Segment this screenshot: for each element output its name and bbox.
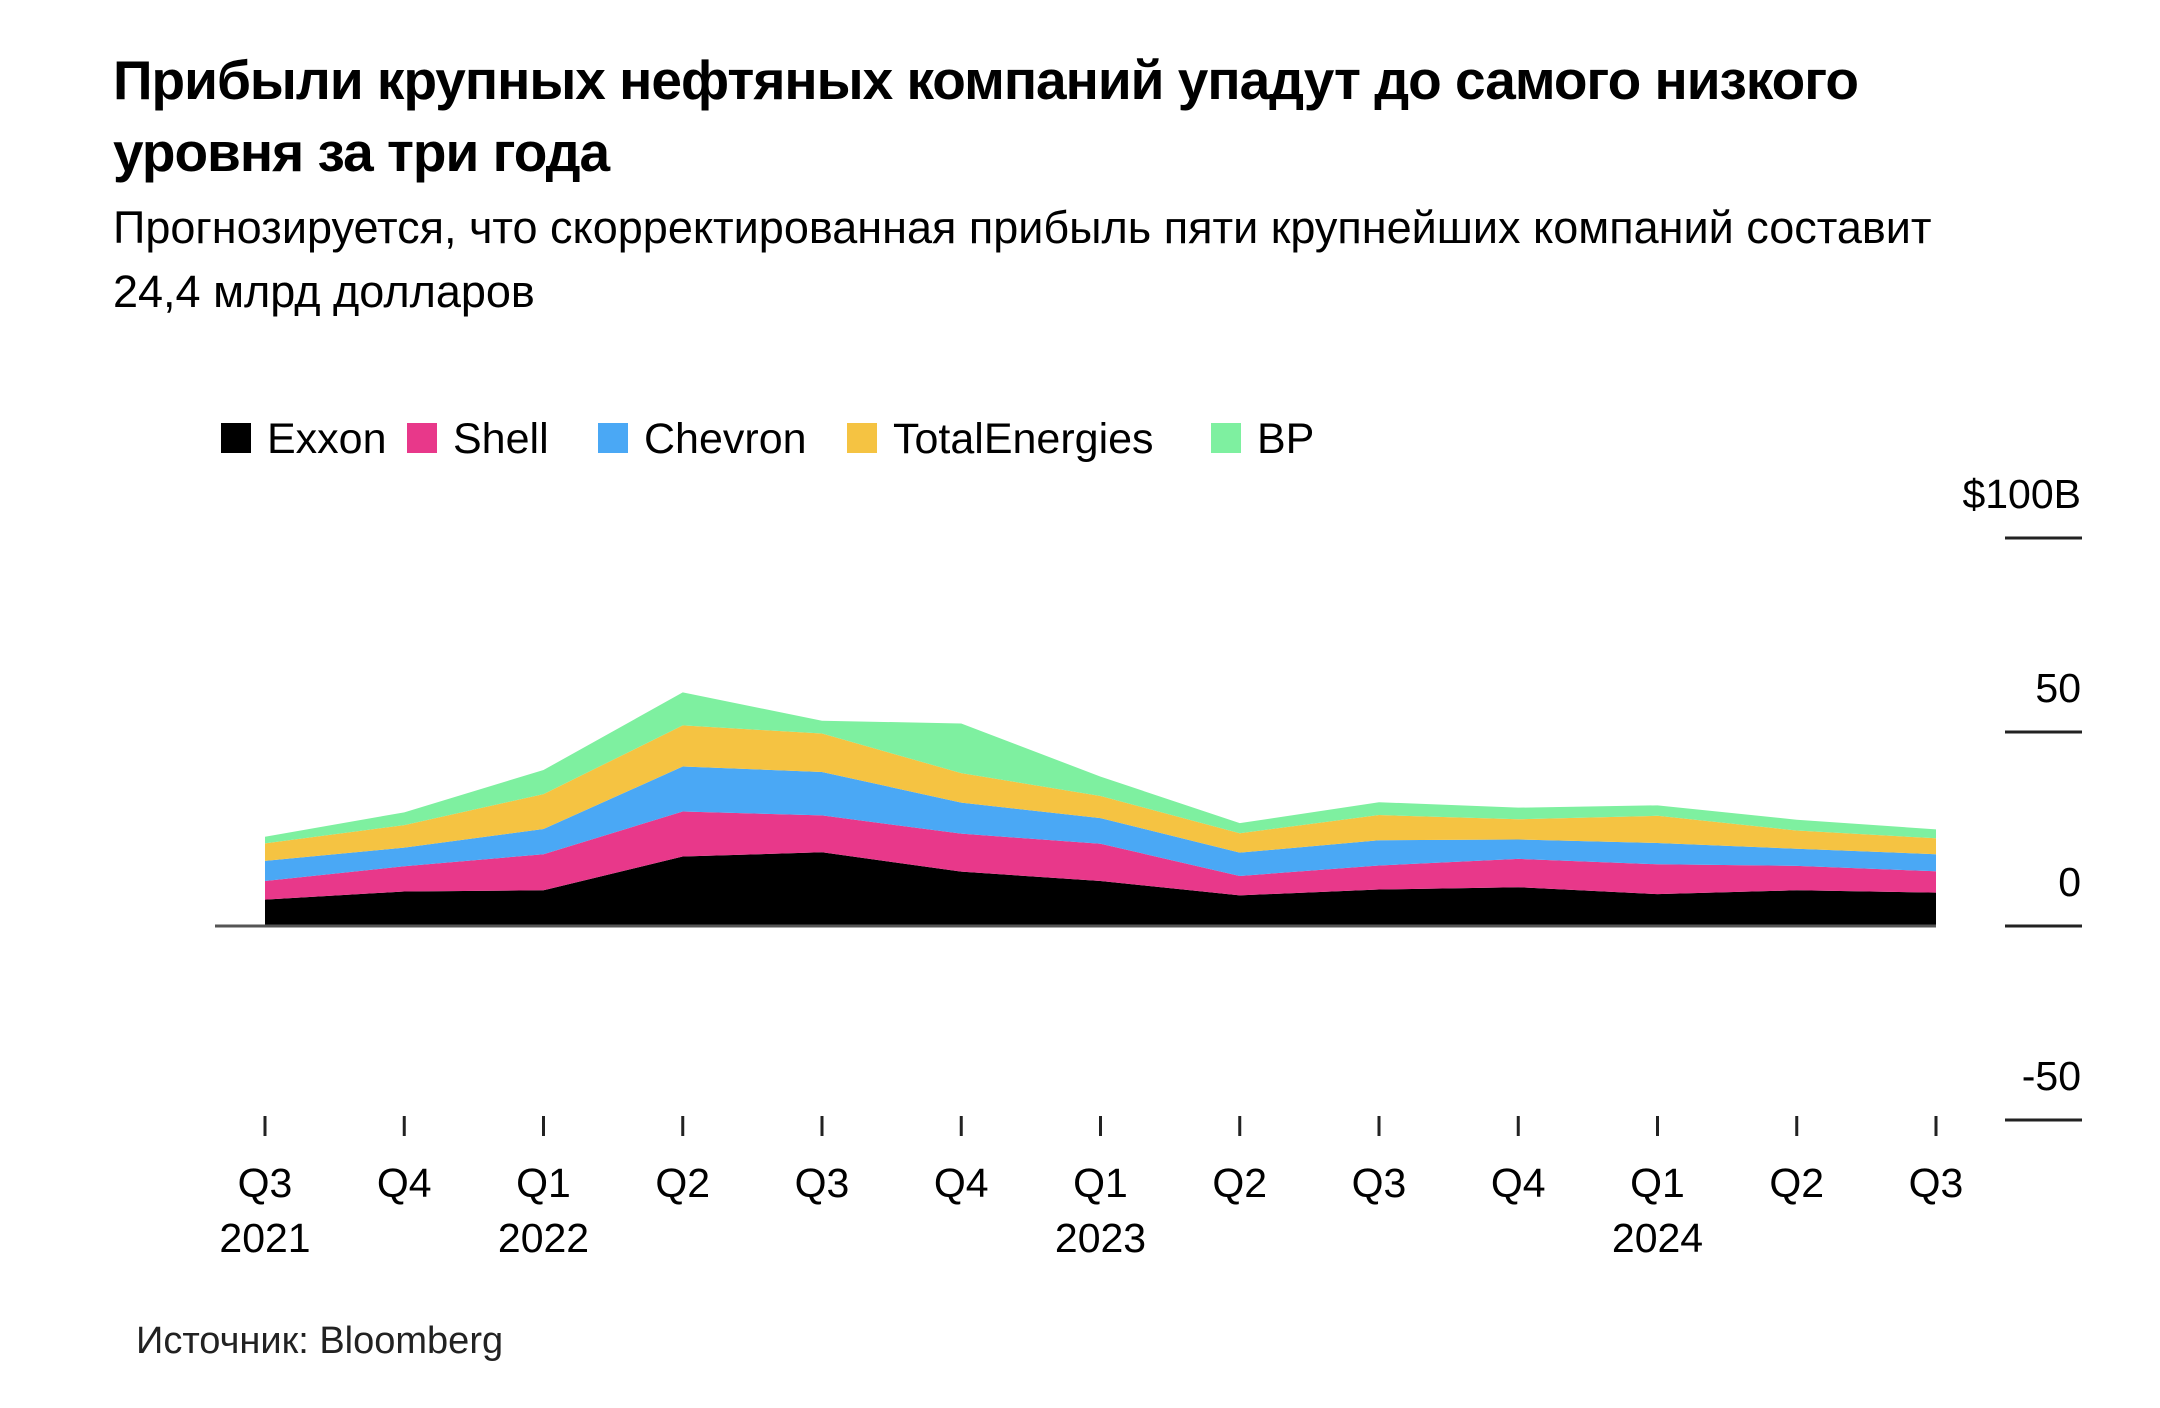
x-tick-label-quarter: Q2 [1769, 1160, 1824, 1206]
x-tick-label-quarter: Q2 [655, 1160, 710, 1206]
x-tick-label-quarter: Q3 [1909, 1160, 1964, 1206]
x-tick-label-quarter: Q4 [1491, 1160, 1546, 1206]
source-note: Источник: Bloomberg [136, 1320, 504, 1362]
legend-swatch-chevron [598, 423, 628, 453]
area-chevron [265, 766, 1936, 881]
x-tick-label-quarter: Q1 [516, 1160, 571, 1206]
legend-swatch-shell [407, 423, 437, 453]
y-tick-label: 0 [2058, 859, 2081, 905]
x-tick-label-quarter: Q1 [1630, 1160, 1685, 1206]
x-tick-label-year: 2021 [219, 1215, 310, 1261]
x-tick-label-quarter: Q4 [934, 1160, 989, 1206]
x-tick-label-quarter: Q3 [238, 1160, 293, 1206]
x-tick-label-quarter: Q4 [377, 1160, 432, 1206]
legend-item-chevron: Chevron [598, 415, 807, 463]
legend-swatch-bp [1211, 423, 1241, 453]
legend-item-exxon: Exxon [221, 415, 387, 463]
legend-item-totalenergies: TotalEnergies [847, 415, 1154, 463]
legend-swatch-exxon [221, 423, 251, 453]
legend-item-bp: BP [1211, 415, 1314, 463]
chart-legend: Exxon Shell Chevron TotalEnergies BP [221, 415, 1314, 463]
area-exxon [265, 852, 1936, 926]
chart-subtitle: Прогнозируется, что скорректированная пр… [113, 202, 1932, 317]
legend-label-totalenergies: TotalEnergies [893, 415, 1154, 463]
legend-label-chevron: Chevron [644, 415, 807, 463]
y-axis: $100B 50 0 -50 [1962, 471, 2082, 1122]
chart-areas [215, 692, 1936, 928]
chart-title: Прибыли крупных нефтяных компаний упадут… [113, 49, 1859, 183]
y-tick-label: $100B [1962, 471, 2081, 517]
y-tick-label: -50 [2022, 1053, 2081, 1099]
x-tick-label-quarter: Q3 [795, 1160, 850, 1206]
x-tick-label-year: 2024 [1612, 1215, 1703, 1261]
area-totalenergies [265, 725, 1936, 861]
legend-label-exxon: Exxon [267, 415, 387, 463]
legend-label-shell: Shell [453, 415, 549, 463]
x-axis: Q3 2021 Q4 Q1 2022 Q2 Q3 Q4 Q1 2023 Q2 Q3 Q4 Q1 2024 Q2… [219, 1116, 1963, 1261]
x-tick-label-year: 2023 [1055, 1215, 1146, 1261]
x-tick-label-quarter: Q2 [1212, 1160, 1267, 1206]
area-shell [265, 811, 1936, 900]
legend-label-bp: BP [1257, 415, 1314, 463]
y-tick-label: 50 [2035, 665, 2081, 711]
legend-swatch-totalenergies [847, 423, 877, 453]
x-tick-label-quarter: Q1 [1073, 1160, 1128, 1206]
x-tick-label-quarter: Q3 [1352, 1160, 1407, 1206]
x-tick-label-year: 2022 [498, 1215, 589, 1261]
legend-item-shell: Shell [407, 415, 549, 463]
